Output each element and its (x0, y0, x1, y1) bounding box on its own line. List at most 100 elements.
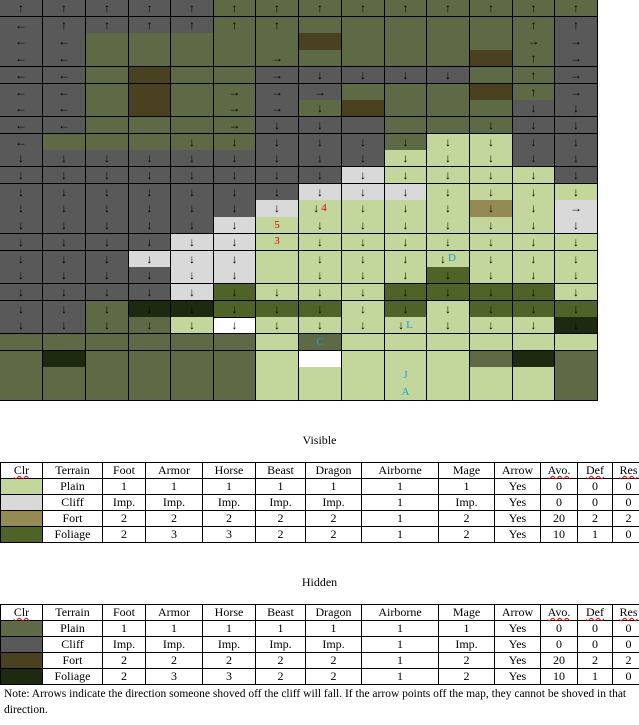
map-cell-plain-hidden (299, 16, 342, 34)
map-cell-plain: ↓ (470, 317, 513, 335)
table-cell: 2 (255, 526, 306, 543)
map-cell-plain-hidden (0, 367, 43, 385)
map-cell-foliage: ↓ (427, 283, 470, 302)
map-cell-cliff: → (555, 200, 598, 218)
map-cell-cliff-hidden: ↓ (86, 200, 129, 218)
down-arrow-icon: ↓ (274, 117, 280, 132)
table-cell: 1 (102, 620, 146, 637)
table-cell: Imp. (145, 494, 203, 511)
column-header: Airborne (378, 605, 422, 619)
table-cell: Imp. (255, 494, 306, 511)
map-cell-plain-hidden: ↑ (555, 0, 598, 18)
down-arrow-icon: ↓ (488, 251, 494, 266)
map-cell-cliff-hidden: ↓ (0, 233, 43, 251)
map-cell-plain-hidden (129, 50, 171, 68)
map-cell-foliage: ↓ (513, 283, 555, 302)
table-header-row: Clr Terrain Foot Armor Horse Beast Dragon Airbo… (0, 604, 639, 621)
map-cell-cliff-hidden: ↓ (342, 66, 385, 84)
map-cell-plain (470, 384, 513, 402)
right-arrow-icon: → (228, 101, 241, 116)
down-arrow-icon: ↓ (402, 234, 409, 249)
down-arrow-icon: ↓ (402, 218, 409, 233)
down-arrow-icon: ↓ (189, 268, 195, 283)
map-marker: L (406, 318, 413, 331)
left-arrow-icon: ← (58, 51, 70, 66)
map-cell-plain-hidden (427, 33, 470, 51)
down-arrow-icon: ↓ (104, 151, 110, 166)
column-header: Res (619, 605, 638, 619)
up-arrow-icon: ↑ (488, 1, 494, 16)
left-arrow-icon: ← (15, 17, 27, 32)
down-arrow-icon: ↓ (317, 67, 323, 82)
map-cell-plain (427, 334, 470, 352)
map-cell-cliff: ↓ (214, 233, 256, 251)
map-cell-plain-hidden (427, 116, 470, 135)
map-cell-cliff-hidden: ↓ (0, 250, 43, 268)
terrain-name: Foliage (42, 668, 103, 685)
map-cell-cliff-hidden: ↑ (43, 0, 86, 18)
map-cell-foliage: ↓ (555, 300, 598, 318)
map-cell-plain: ↓ (342, 200, 385, 218)
map-cell-plain (342, 367, 385, 385)
map-cell-cliff-hidden: ↓ (256, 116, 299, 135)
map-cell-plain: ↓ D (427, 250, 470, 268)
map-cell-plain-hidden: ↑ (256, 16, 299, 34)
column-header: Mage (452, 605, 481, 619)
map-cell-plain-hidden (214, 50, 256, 68)
right-arrow-icon: → (228, 117, 241, 132)
map-cell-cliff-hidden: ↓ (129, 283, 171, 302)
table-cell: 3 (202, 668, 256, 685)
table-cell: 1 (361, 636, 439, 653)
map-cell-fort-hidden (342, 100, 385, 118)
table-cell: 2 (577, 652, 613, 669)
map-cell-plain: ↓ (427, 317, 470, 335)
left-arrow-icon: ← (58, 67, 70, 82)
map-cell-plain-hidden: ↑ (256, 0, 299, 18)
map-cell-cliff: ↓ (129, 250, 171, 268)
down-arrow-icon: ↓ (104, 201, 110, 216)
up-arrow-icon: ↑ (18, 1, 24, 16)
right-arrow-icon: → (271, 84, 283, 99)
table-row: Plain 1 1 1 1 1 1 1 Yes 0 0 0 (0, 478, 639, 495)
table-cell: Yes (494, 494, 541, 511)
map-cell-plain-hidden (427, 100, 470, 118)
map-cell-cliff-hidden: ↓ (555, 116, 598, 135)
table-cell: Imp. (255, 636, 306, 653)
up-arrow-icon: ↑ (530, 84, 537, 99)
table-cell: 2 (438, 652, 495, 669)
map-cell-cliff-hidden: ↓ (513, 116, 555, 135)
map-cell-cliff-hidden: ↓ (0, 317, 43, 335)
map-cell-cliff: ↓ (214, 217, 256, 235)
map-cell-cliff-hidden: ↓ (256, 167, 299, 185)
map-cell-plain-hidden (129, 384, 171, 402)
table-cell: 1 (305, 620, 362, 637)
map-cell-plain: ↓ (555, 233, 598, 251)
map-cell-plain-hidden (214, 66, 256, 84)
map-cell-cliff-hidden: ↓ (0, 283, 43, 302)
down-arrow-icon: ↓ (530, 117, 537, 132)
down-arrow-icon: ↓ (189, 184, 195, 199)
down-arrow-icon: ↓ (398, 318, 405, 333)
down-arrow-icon: ↓ (573, 234, 579, 249)
down-arrow-icon: ↓ (317, 184, 323, 199)
down-arrow-icon: ↓ (317, 218, 323, 233)
map-cell-plain: ↓ 4 (299, 200, 342, 218)
map-cell-plain (256, 350, 299, 368)
map-cell-plain-hidden (171, 334, 214, 352)
map-cell-cliff-hidden (342, 116, 385, 135)
map-cell-plain (256, 384, 299, 402)
down-arrow-icon: ↓ (274, 184, 280, 199)
down-arrow-icon: ↓ (146, 234, 153, 249)
down-arrow-icon: ↓ (274, 284, 280, 299)
down-arrow-icon: ↓ (573, 184, 579, 199)
map-cell-cliff-hidden: ↓ (427, 66, 470, 84)
down-arrow-icon: ↓ (488, 201, 494, 216)
down-arrow-icon: ↓ (317, 318, 323, 333)
map-cell-plain-hidden (43, 367, 86, 385)
map-cell-plain-hidden: ↑ (427, 0, 470, 18)
map-cell-cliff-hidden: ↓ (86, 283, 129, 302)
map-cell-plain (256, 367, 299, 385)
down-arrow-icon: ↓ (231, 184, 238, 199)
map-cell-plain-hidden (171, 384, 214, 402)
down-arrow-icon: ↓ (317, 251, 323, 266)
